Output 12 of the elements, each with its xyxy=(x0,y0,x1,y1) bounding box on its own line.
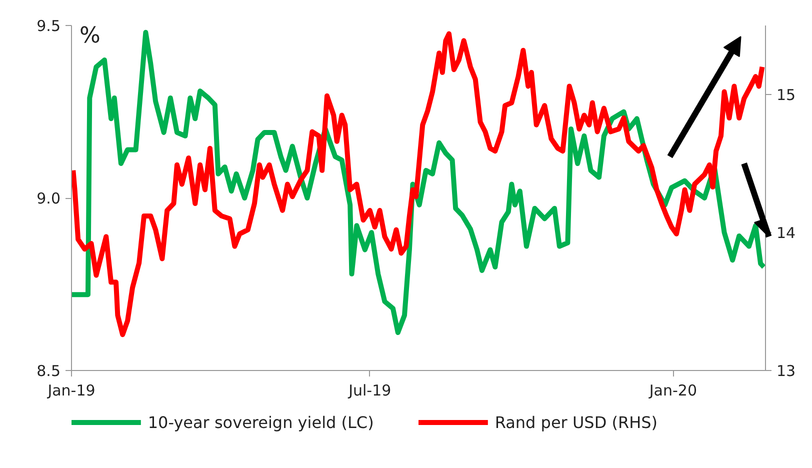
y2-tick-label: 14 xyxy=(776,224,796,242)
y2-tick-label: 13 xyxy=(776,362,796,380)
y-axis-title: % xyxy=(80,24,100,48)
x-tick-label: Jan-20 xyxy=(648,382,697,400)
y-tick-label: 9.5 xyxy=(36,17,61,35)
x-tick-label: Jul-19 xyxy=(348,382,392,400)
legend-label: Rand per USD (RHS) xyxy=(494,413,658,432)
y2-tick-label: 15 xyxy=(776,86,796,104)
y-tick-label: 9.0 xyxy=(36,190,61,208)
legend-label: 10-year sovereign yield (LC) xyxy=(148,413,374,432)
x-tick-label: Jan-19 xyxy=(46,382,96,400)
y-tick-label: 8.5 xyxy=(36,362,61,380)
